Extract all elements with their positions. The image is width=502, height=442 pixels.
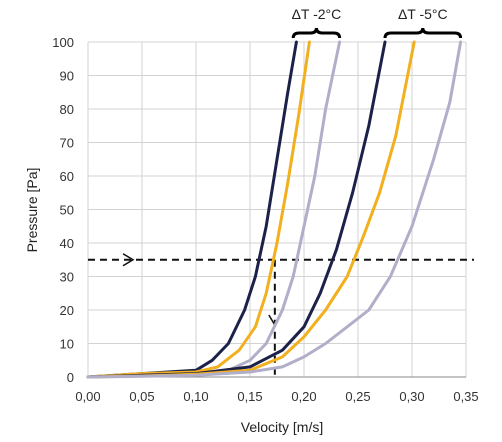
y-tick-label: 40 bbox=[60, 236, 74, 251]
y-tick-label: 10 bbox=[60, 337, 74, 352]
series-line-6 bbox=[86, 40, 463, 379]
x-tick-label: 0,10 bbox=[183, 389, 208, 404]
annotation-brace-1 bbox=[291, 27, 342, 39]
y-tick-label: 30 bbox=[60, 270, 74, 285]
series-line-2 bbox=[86, 40, 311, 379]
x-axis-title: Velocity [m/s] bbox=[241, 419, 323, 435]
grid bbox=[87, 41, 467, 378]
annotations: ΔT -2°C ΔT -5°C bbox=[291, 6, 463, 39]
x-tick-label: 0,20 bbox=[291, 389, 316, 404]
y-tick-label: 60 bbox=[60, 169, 74, 184]
tick-labels: 0,00 0,05 0,10 0,15 0,20 0,25 0,30 0,35 0 10 20 30 4… bbox=[52, 35, 478, 404]
x-tick-label: 0,35 bbox=[453, 389, 478, 404]
x-tick-label: 0,00 bbox=[75, 389, 100, 404]
y-tick-label: 50 bbox=[60, 203, 74, 218]
series-layer bbox=[86, 40, 463, 379]
y-tick-label: 80 bbox=[60, 102, 74, 117]
y-tick-label: 90 bbox=[60, 69, 74, 84]
y-tick-label: 0 bbox=[67, 370, 74, 385]
y-tick-label: 20 bbox=[60, 303, 74, 318]
x-tick-label: 0,05 bbox=[129, 389, 154, 404]
y-axis-title: Pressure [Pa] bbox=[24, 168, 40, 253]
annotation-label-1: ΔT -2°C bbox=[292, 6, 342, 22]
x-tick-label: 0,30 bbox=[399, 389, 424, 404]
annotation-label-2: ΔT -5°C bbox=[398, 6, 448, 22]
y-tick-label: 70 bbox=[60, 136, 74, 151]
y-tick-label: 100 bbox=[52, 35, 74, 50]
x-tick-label: 0,25 bbox=[345, 389, 370, 404]
x-tick-label: 0,15 bbox=[237, 389, 262, 404]
reference-arrow-right bbox=[122, 253, 135, 267]
annotation-brace-2 bbox=[383, 27, 463, 39]
